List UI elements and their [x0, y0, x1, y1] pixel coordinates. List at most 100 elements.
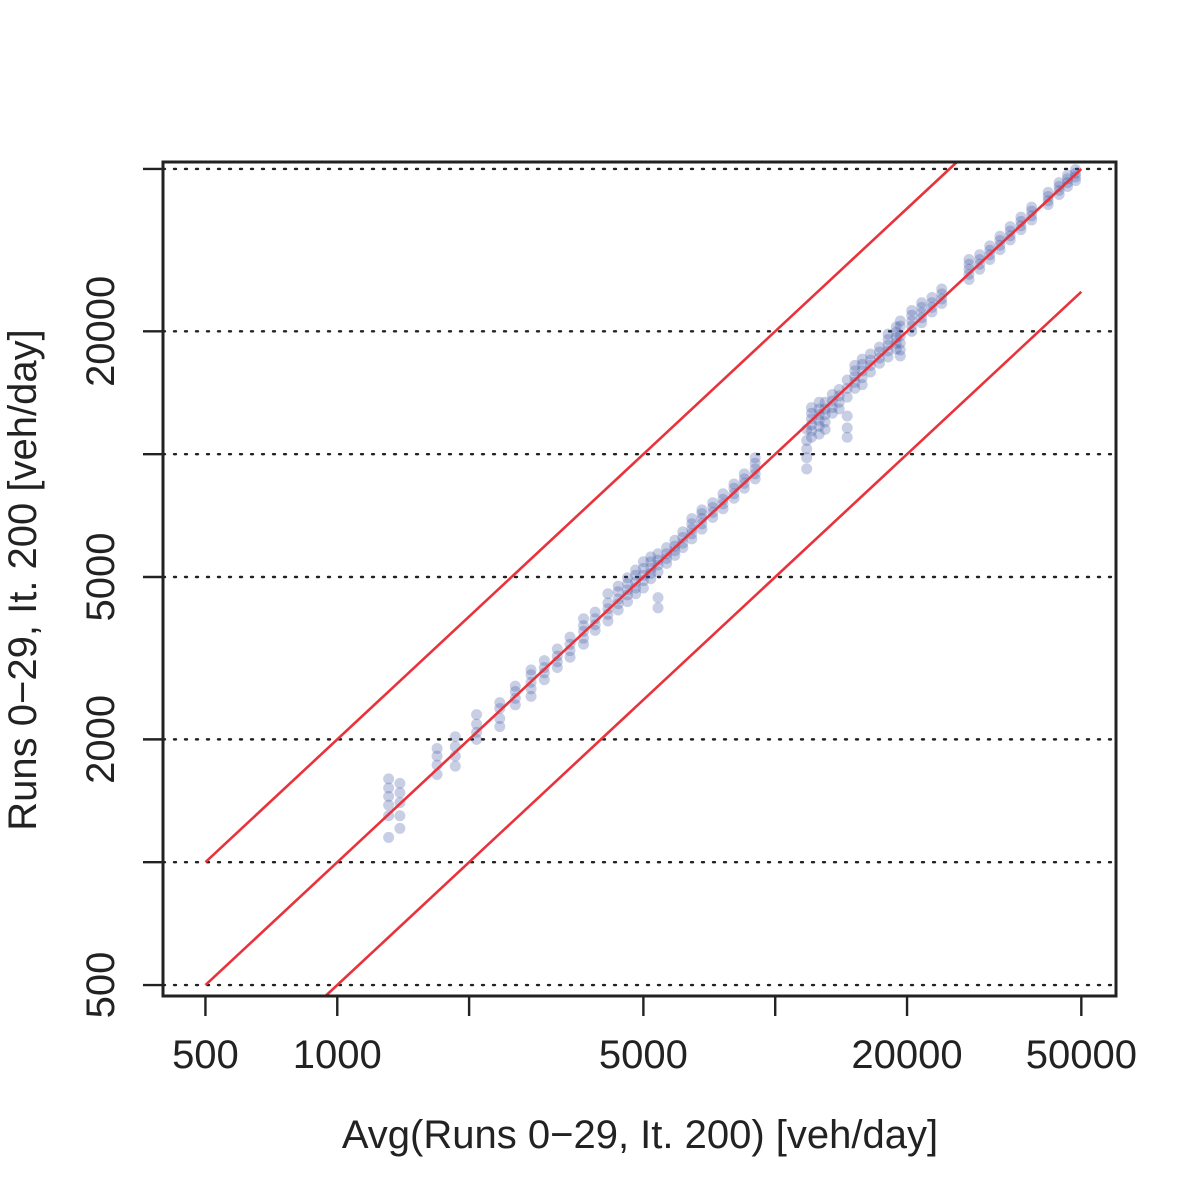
data-point: [645, 556, 657, 568]
data-point: [1053, 180, 1065, 192]
data-point: [630, 588, 642, 600]
data-point: [564, 631, 576, 643]
data-point: [916, 297, 928, 309]
data-point: [873, 341, 885, 353]
data-point: [525, 664, 537, 676]
data-point: [984, 240, 996, 252]
data-point: [637, 562, 649, 574]
data-point: [652, 602, 664, 614]
data-point: [578, 620, 590, 632]
data-point: [449, 760, 461, 772]
data-point: [801, 443, 813, 455]
x-tick-label: 5000: [599, 1033, 688, 1077]
data-point: [717, 493, 729, 505]
data-point: [383, 790, 395, 802]
data-point: [538, 655, 550, 667]
y-tick-label: 20000: [79, 276, 123, 387]
reference-line: [204, 161, 958, 864]
data-point: [749, 452, 761, 464]
data-point: [677, 526, 689, 538]
data-point: [431, 742, 443, 754]
data-point: [669, 534, 681, 546]
y-tick-label: 2000: [79, 695, 123, 784]
data-point: [578, 638, 590, 650]
data-point: [841, 431, 853, 443]
data-point: [394, 810, 406, 822]
data-point: [801, 452, 813, 464]
data-point: [637, 582, 649, 594]
data-point: [805, 407, 817, 419]
data-point: [637, 556, 649, 568]
data-point: [856, 365, 868, 377]
data-point: [645, 551, 657, 563]
y-tick-label: 500: [79, 952, 123, 1019]
data-point: [849, 376, 861, 388]
data-point: [677, 542, 689, 554]
data-point: [612, 580, 624, 592]
data-point: [1062, 173, 1074, 185]
data-point: [622, 596, 634, 608]
y-axis: 500 2000 5000 20000: [79, 167, 163, 1019]
y-tick-label: 5000: [79, 533, 123, 622]
data-point: [471, 709, 483, 721]
data-point: [383, 831, 395, 843]
data-point: [652, 554, 664, 566]
data-point: [612, 598, 624, 610]
data-point: [471, 718, 483, 730]
data-point: [652, 566, 664, 578]
data-point: [394, 787, 406, 799]
data-point: [890, 326, 902, 338]
data-point: [677, 531, 689, 543]
data-point: [894, 315, 906, 327]
data-point: [849, 365, 861, 377]
x-axis: 500 1000 5000 20000 50000: [172, 996, 1137, 1077]
data-point: [841, 422, 853, 434]
data-point: [696, 508, 708, 520]
data-point: [602, 588, 614, 600]
data-point: [383, 782, 395, 794]
data-point: [906, 309, 918, 321]
data-point: [841, 410, 853, 422]
data-point: [826, 407, 838, 419]
data-point: [630, 569, 642, 581]
data-point: [578, 613, 590, 625]
data-point: [707, 497, 719, 509]
data-point: [652, 592, 664, 604]
data-point: [805, 431, 817, 443]
data-point: [494, 721, 506, 733]
data-point: [994, 230, 1006, 242]
data-point: [661, 557, 673, 569]
data-point: [652, 548, 664, 560]
data-point: [686, 513, 698, 525]
data-point: [509, 680, 521, 692]
data-point: [589, 606, 601, 618]
data-point: [696, 504, 708, 516]
data-point: [525, 683, 537, 695]
data-point: [494, 712, 506, 724]
data-point: [538, 674, 550, 686]
data-point: [589, 624, 601, 636]
data-point: [894, 350, 906, 362]
data-point: [525, 690, 537, 702]
data-point: [936, 283, 948, 295]
data-point: [849, 359, 861, 371]
x-tick-label: 1000: [293, 1033, 382, 1077]
data-point: [661, 542, 673, 554]
data-point: [669, 545, 681, 557]
data-point: [431, 750, 443, 762]
data-point: [1042, 191, 1054, 203]
data-point: [801, 435, 813, 447]
data-point: [589, 619, 601, 631]
data-point: [882, 333, 894, 345]
data-point: [589, 613, 601, 625]
data-point: [738, 468, 750, 480]
data-point: [602, 597, 614, 609]
data-point: [890, 343, 902, 355]
data-point: [645, 567, 657, 579]
data-point: [509, 699, 521, 711]
data-point: [833, 396, 845, 408]
data-point: [622, 577, 634, 589]
data-point: [833, 403, 845, 415]
data-point: [856, 379, 868, 391]
grid-lines: [161, 167, 1118, 987]
